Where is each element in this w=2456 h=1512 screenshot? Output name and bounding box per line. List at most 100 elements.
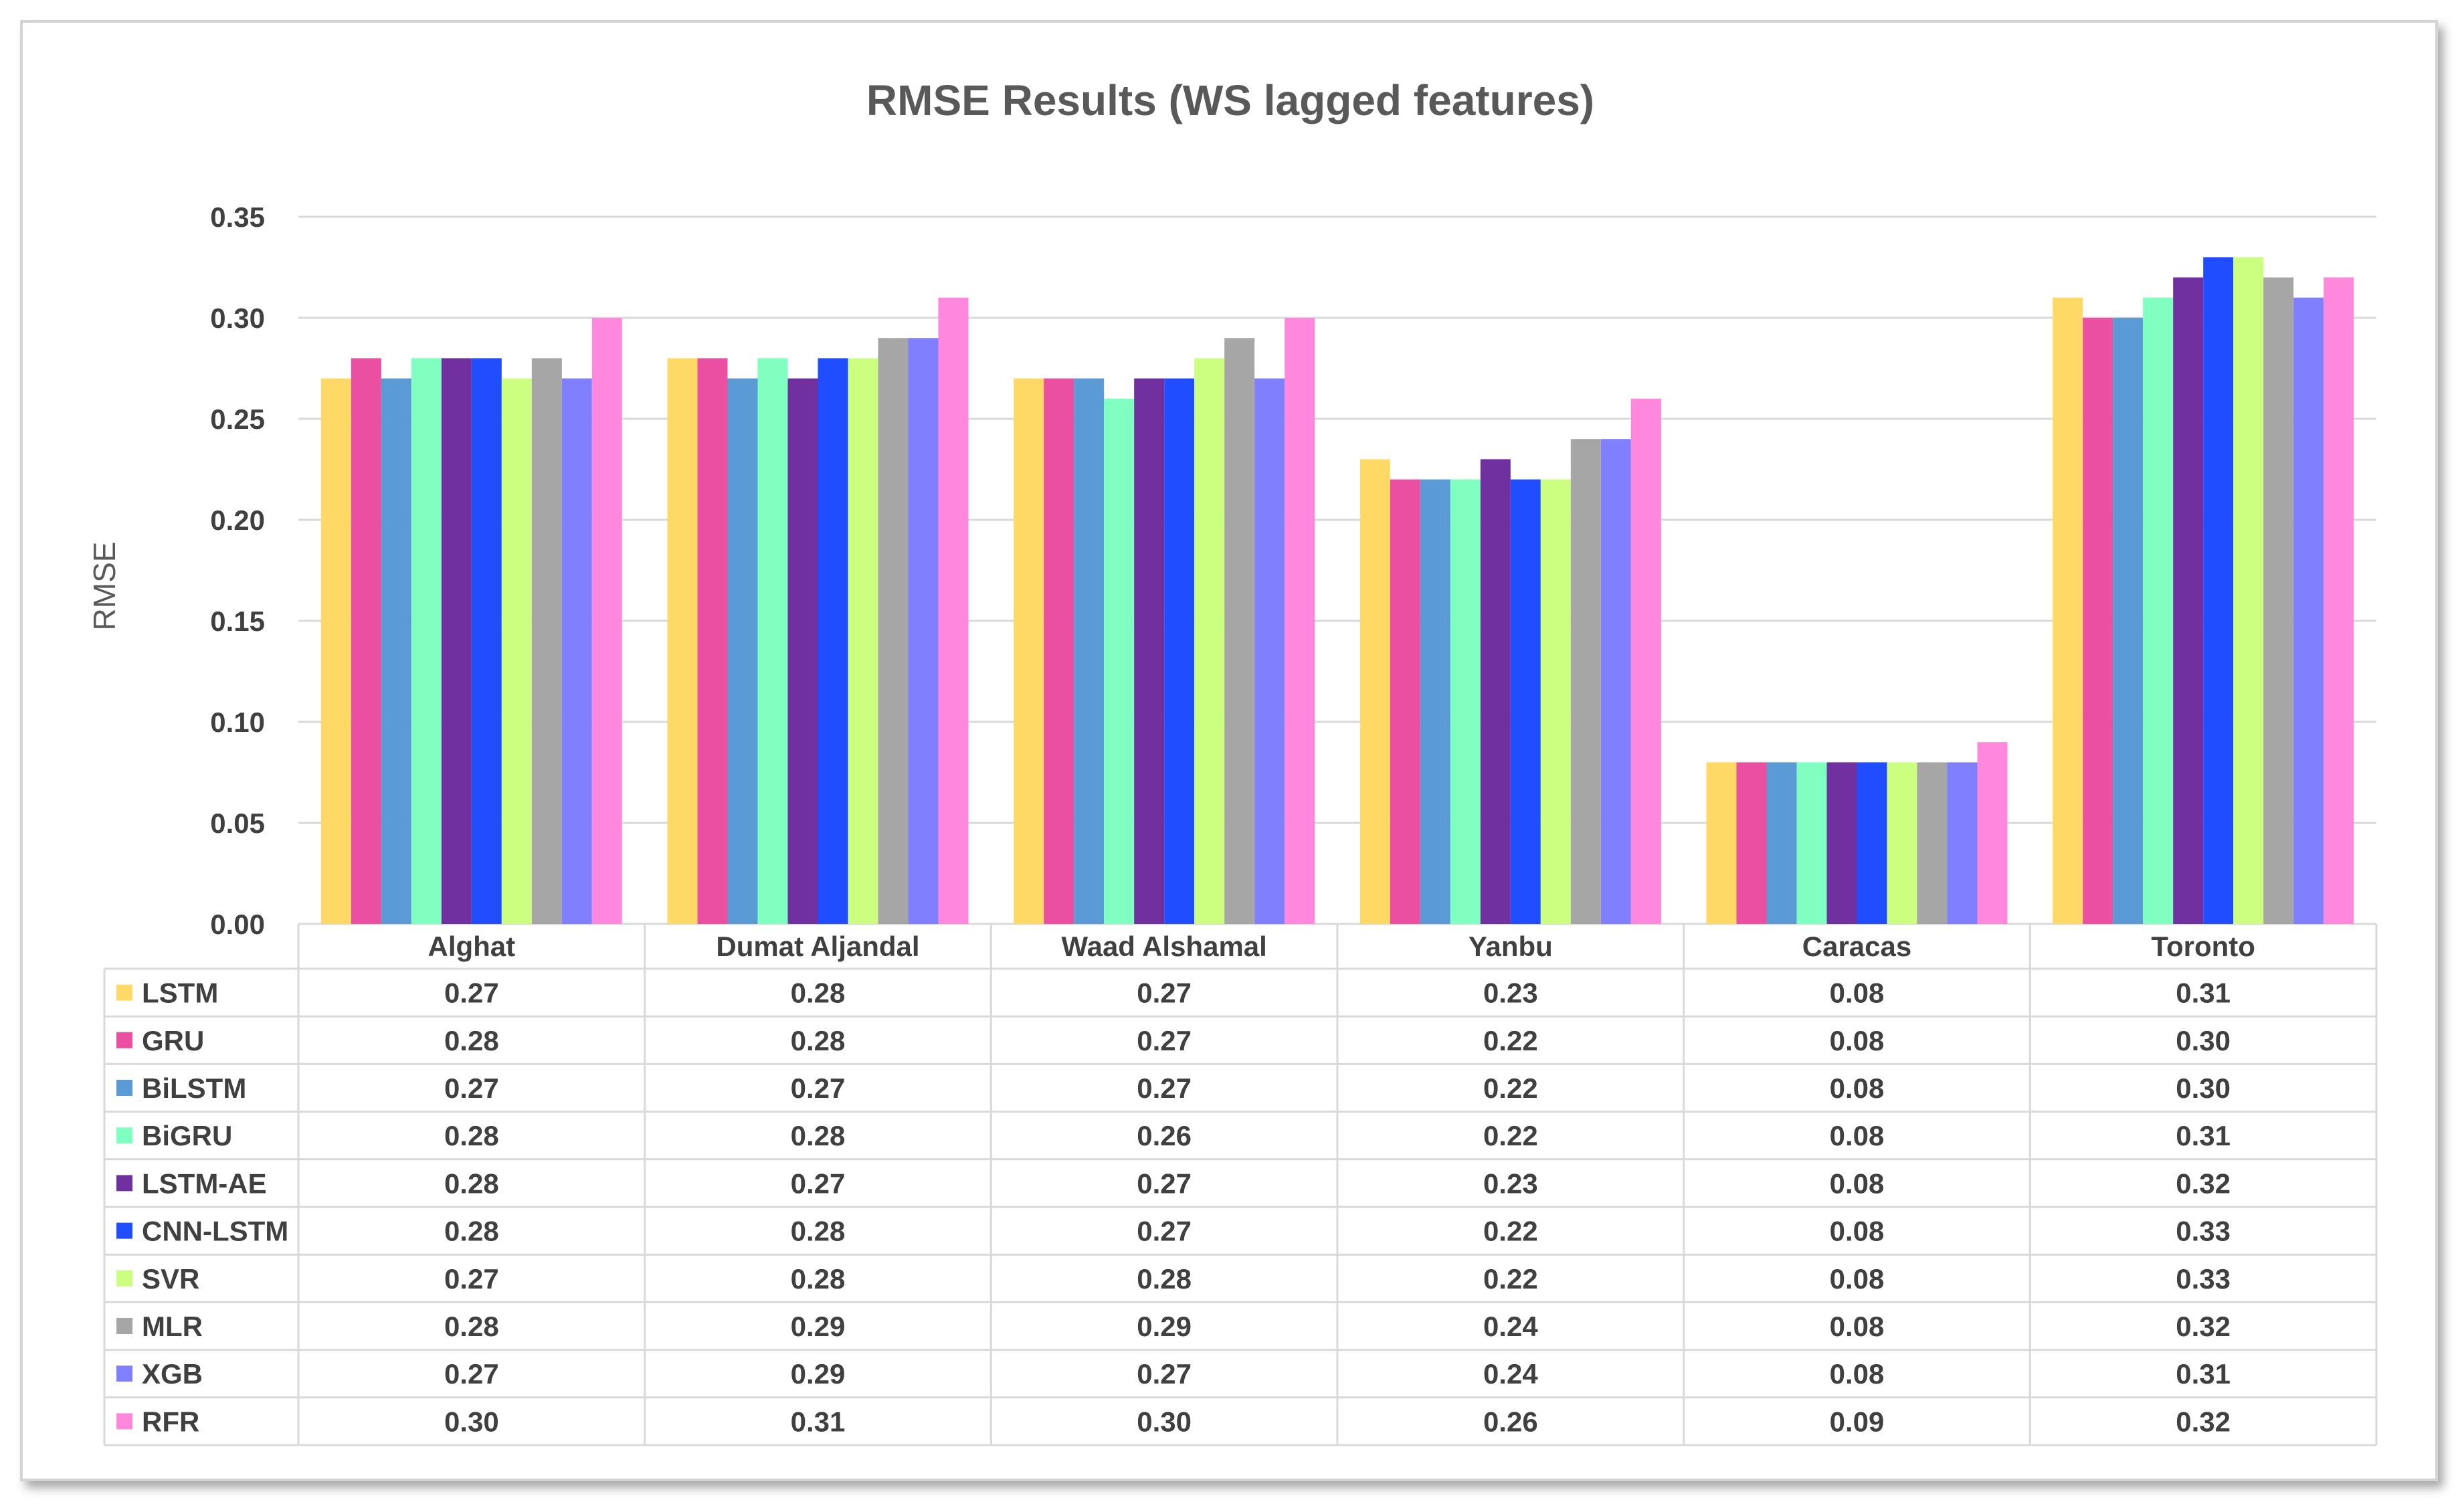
data-label: 0.23 bbox=[1483, 977, 1538, 1009]
data-table: Alghat Dumat Aljandal Waad Alshamal Yanbu Ca… bbox=[103, 924, 2378, 1446]
legend-key bbox=[116, 1080, 132, 1096]
bar bbox=[878, 338, 909, 924]
category-label: Yanbu bbox=[1469, 931, 1553, 962]
bar bbox=[757, 358, 788, 924]
legend-label: RFR bbox=[142, 1406, 199, 1437]
data-label: 0.33 bbox=[2176, 1216, 2231, 1247]
data-label: 0.27 bbox=[444, 1072, 499, 1104]
data-label: 0.08 bbox=[1830, 1216, 1885, 1247]
category-label: Toronto bbox=[2151, 931, 2255, 962]
bar bbox=[2173, 277, 2204, 925]
bar bbox=[1104, 398, 1135, 924]
category-label: Alghat bbox=[428, 931, 516, 962]
chart-svg: RMSE Results (WS lagged features) RMSE 0… bbox=[87, 76, 2378, 1446]
legend-key bbox=[116, 1127, 132, 1144]
data-label: 0.31 bbox=[2176, 1358, 2231, 1390]
data-label: 0.28 bbox=[444, 1311, 499, 1342]
data-label: 0.08 bbox=[1830, 1311, 1885, 1342]
data-label: 0.22 bbox=[1483, 1120, 1538, 1151]
bar bbox=[1194, 358, 1225, 924]
bar bbox=[1706, 762, 1737, 924]
legend-label: BiLSTM bbox=[142, 1072, 246, 1104]
bar bbox=[1570, 439, 1601, 924]
data-label: 0.22 bbox=[1483, 1025, 1538, 1056]
data-label: 0.27 bbox=[791, 1167, 846, 1199]
data-label: 0.08 bbox=[1830, 977, 1885, 1009]
bar bbox=[1736, 762, 1767, 924]
data-label: 0.28 bbox=[444, 1167, 499, 1199]
legend-key bbox=[116, 1413, 132, 1430]
data-label: 0.30 bbox=[2176, 1072, 2231, 1104]
data-label: 0.27 bbox=[1137, 1072, 1192, 1104]
bar bbox=[1826, 762, 1857, 924]
bar bbox=[2053, 297, 2083, 924]
bar bbox=[908, 338, 939, 924]
bar bbox=[591, 318, 622, 924]
bar bbox=[320, 378, 351, 924]
bar bbox=[2203, 257, 2234, 924]
legend-key bbox=[116, 1270, 132, 1287]
legend-label: SVR bbox=[142, 1263, 199, 1295]
bar bbox=[1796, 762, 1827, 924]
data-label: 0.08 bbox=[1830, 1025, 1885, 1056]
data-label: 0.27 bbox=[1137, 1216, 1192, 1247]
data-label: 0.32 bbox=[2176, 1311, 2231, 1342]
bar bbox=[1857, 762, 1887, 924]
bar bbox=[2293, 297, 2324, 924]
bar bbox=[1600, 439, 1631, 924]
y-axis-title: RMSE bbox=[87, 542, 122, 631]
data-label: 0.27 bbox=[791, 1072, 846, 1104]
category-label: Dumat Aljandal bbox=[716, 931, 919, 962]
y-tick-label: 0.20 bbox=[210, 504, 265, 536]
bar bbox=[1420, 479, 1450, 924]
category-label: Waad Alshamal bbox=[1062, 931, 1267, 962]
data-label: 0.27 bbox=[1137, 1025, 1192, 1056]
bar bbox=[411, 358, 442, 924]
data-label: 0.28 bbox=[791, 977, 846, 1009]
legend-label: BiGRU bbox=[142, 1120, 232, 1151]
bar bbox=[1480, 459, 1511, 924]
bar bbox=[1044, 378, 1074, 924]
data-label: 0.32 bbox=[2176, 1406, 2231, 1437]
legend-label: LSTM bbox=[142, 977, 218, 1009]
bar bbox=[818, 358, 848, 924]
bar bbox=[1917, 762, 1948, 924]
category-label: Caracas bbox=[1802, 931, 1911, 962]
data-label: 0.24 bbox=[1483, 1311, 1538, 1342]
data-label: 0.27 bbox=[444, 977, 499, 1009]
legend-label: CNN-LSTM bbox=[142, 1216, 288, 1247]
bar bbox=[2113, 318, 2144, 924]
bar bbox=[1359, 459, 1390, 924]
legend-label: GRU bbox=[142, 1025, 204, 1056]
y-tick-label: 0.25 bbox=[210, 403, 265, 435]
bar bbox=[441, 358, 472, 924]
data-label: 0.29 bbox=[1137, 1311, 1192, 1342]
data-label: 0.29 bbox=[791, 1311, 846, 1342]
bar bbox=[381, 378, 411, 924]
data-label: 0.28 bbox=[444, 1025, 499, 1056]
legend-label: XGB bbox=[142, 1358, 203, 1390]
data-label: 0.30 bbox=[2176, 1025, 2231, 1056]
bar bbox=[2324, 277, 2354, 925]
bar bbox=[2233, 257, 2264, 924]
legend-key bbox=[116, 984, 132, 1001]
data-label: 0.27 bbox=[1137, 1167, 1192, 1199]
y-tick-label: 0.00 bbox=[210, 909, 265, 940]
legend-key bbox=[116, 1175, 132, 1192]
y-tick-label: 0.10 bbox=[210, 706, 265, 738]
bar bbox=[1224, 338, 1255, 924]
legend-label: LSTM-AE bbox=[142, 1167, 267, 1199]
legend-key bbox=[116, 1032, 132, 1048]
data-label: 0.27 bbox=[444, 1263, 499, 1295]
bar bbox=[501, 378, 532, 924]
bar bbox=[531, 358, 562, 924]
data-label: 0.22 bbox=[1483, 1263, 1538, 1295]
data-label: 0.08 bbox=[1830, 1167, 1885, 1199]
bar bbox=[2263, 277, 2294, 925]
data-label: 0.23 bbox=[1483, 1167, 1538, 1199]
bar bbox=[1887, 762, 1917, 924]
y-tick-label: 0.35 bbox=[210, 201, 265, 233]
bar bbox=[1134, 378, 1165, 924]
data-label: 0.33 bbox=[2176, 1263, 2231, 1295]
data-label: 0.26 bbox=[1137, 1120, 1192, 1151]
